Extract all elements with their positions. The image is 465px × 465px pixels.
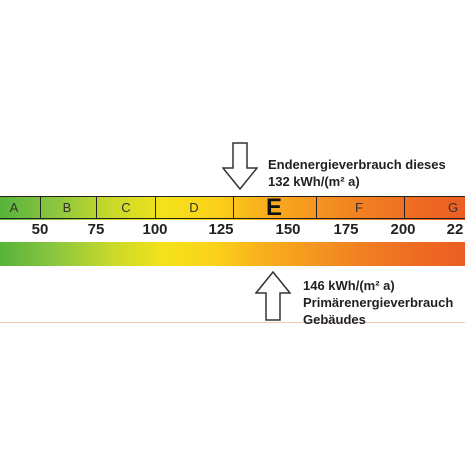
class-divider <box>40 196 41 218</box>
arrow-up-icon <box>255 271 291 321</box>
class-label-a: A <box>9 200 19 215</box>
tick-label: 200 <box>390 221 416 238</box>
class-divider <box>233 196 234 218</box>
class-label-c: C <box>121 200 131 215</box>
tick-label: 100 <box>142 221 168 238</box>
primary-energy-subtitle: Gebäudes <box>303 312 366 327</box>
class-band <box>0 196 465 220</box>
tick-label: 22 <box>446 221 464 238</box>
class-divider <box>404 196 405 218</box>
class-label-b: B <box>62 200 72 215</box>
primary-energy-label: 146 kWh/(m² a) Primärenergieverbrauch Ge… <box>303 277 453 328</box>
class-label-f: F <box>355 200 363 215</box>
band-top-border <box>0 196 465 197</box>
class-divider <box>316 196 317 218</box>
primary-band <box>0 242 465 266</box>
tick-label: 175 <box>333 221 359 238</box>
tick-label: 150 <box>275 221 301 238</box>
arrow-down-icon <box>222 142 258 190</box>
class-divider <box>155 196 156 218</box>
tick-label: 125 <box>208 221 234 238</box>
class-label-d: D <box>189 200 199 215</box>
class-divider <box>96 196 97 218</box>
class-label-e-active: E <box>265 194 283 221</box>
end-energy-label: Endenergieverbrauch dieses 132 kWh/(m² a… <box>268 156 446 190</box>
end-energy-value: 132 kWh/(m² a) <box>268 174 360 189</box>
primary-energy-value: 146 kWh/(m² a) <box>303 278 395 293</box>
primary-energy-title: Primärenergieverbrauch <box>303 295 454 310</box>
separator-line <box>0 322 465 323</box>
class-label-g: G <box>447 200 459 215</box>
value-band <box>0 220 465 242</box>
end-energy-title: Endenergieverbrauch dieses <box>268 157 446 172</box>
band-bottom-border <box>0 218 465 219</box>
tick-label: 75 <box>87 221 105 238</box>
tick-label: 50 <box>31 221 49 238</box>
